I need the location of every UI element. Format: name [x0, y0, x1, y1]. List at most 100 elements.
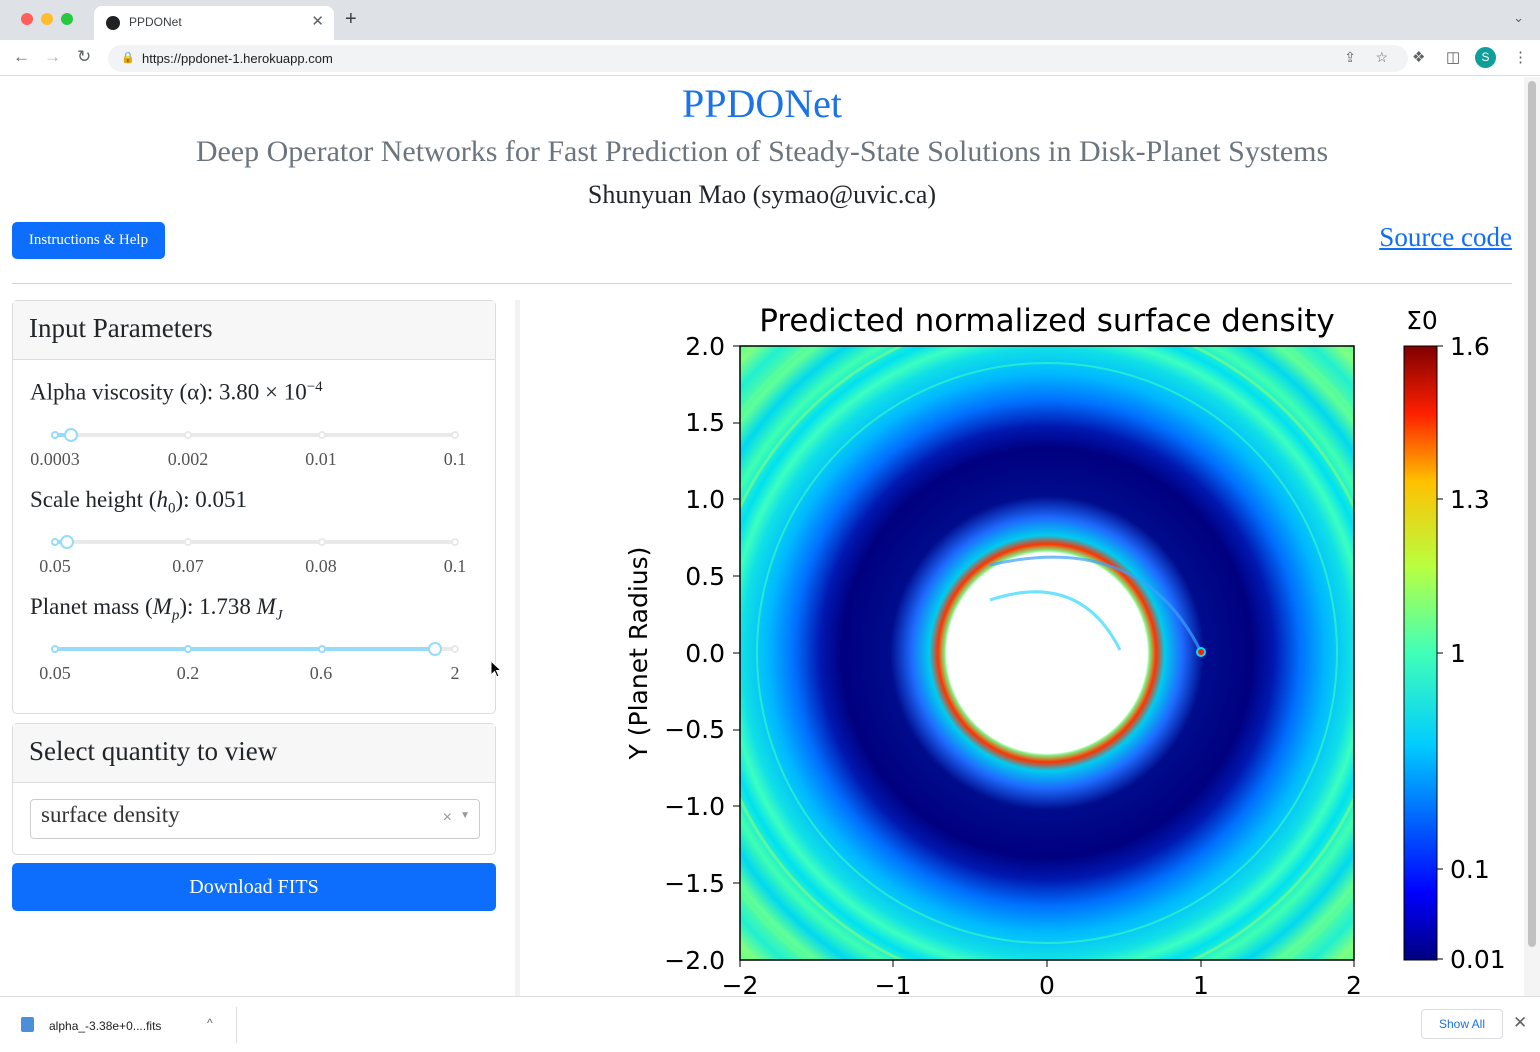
scale-height-label: Scale height (h0): 0.051: [30, 487, 247, 518]
scale-height-slider-mark[interactable]: [184, 538, 193, 546]
colorbar: [1403, 345, 1438, 961]
y-tick-label: 1.0: [685, 485, 725, 514]
clear-icon[interactable]: ×: [442, 809, 452, 826]
planet-mass-tick: 0.2: [176, 663, 200, 683]
scale-height-subscript: 0: [167, 500, 176, 517]
scale-height-slider-mark[interactable]: [317, 538, 326, 546]
alpha-slider[interactable]: [51, 428, 459, 442]
profile-avatar[interactable]: S: [1475, 47, 1496, 68]
show-all-button[interactable]: Show All: [1421, 1009, 1503, 1039]
alpha-slider-mark[interactable]: [451, 431, 459, 439]
planet-mass-slider-mark[interactable]: [51, 645, 59, 653]
planet-mass-slider[interactable]: [51, 642, 459, 656]
share-icon[interactable]: ⇪: [1344, 49, 1356, 65]
x-tick-label: 2: [1346, 971, 1362, 996]
alpha-slider-mark[interactable]: [317, 431, 326, 439]
sidebar-icon[interactable]: ◫: [1446, 49, 1461, 66]
page-scrollbar[interactable]: [1524, 77, 1540, 996]
scale-height-symbol: h: [156, 487, 168, 512]
planet-mass-slider-fill: [55, 647, 435, 651]
reload-icon[interactable]: ↻: [77, 47, 92, 66]
colorbar-tick-label: 1: [1450, 639, 1466, 668]
file-icon: [21, 1017, 34, 1032]
tab-search-icon[interactable]: ⌄: [1513, 10, 1524, 25]
y-tick-label: 0.0: [685, 639, 725, 668]
kebab-menu-icon[interactable]: ⋮: [1513, 49, 1528, 66]
planet-mass-label: Planet mass (Mp): 1.738 MJ: [30, 594, 282, 625]
chevron-up-icon[interactable]: ^: [207, 1016, 213, 1030]
quantity-dropdown-value[interactable]: surface density: [41, 802, 180, 827]
planet-mass-label-prefix: Planet mass (: [30, 594, 153, 619]
scale-height-label-prefix: Scale height (: [30, 487, 157, 512]
planet-mass-tick: 0.05: [39, 663, 71, 683]
browser-toolbar: ← → ↻ 🔒 https://ppdonet-1.herokuapp.com …: [0, 40, 1540, 76]
planet-mass-symbol: M: [152, 594, 172, 619]
source-code-link[interactable]: Source code: [1379, 222, 1512, 252]
new-tab-button[interactable]: +: [345, 8, 357, 30]
alpha-slider-mark[interactable]: [184, 431, 193, 439]
y-axis-label: Y (Planet Radius): [624, 547, 653, 761]
alpha-slider-mark[interactable]: [51, 431, 59, 439]
planet-mass-unit: M: [256, 594, 276, 619]
density-ring: [756, 362, 1338, 944]
density-plot: Predicted normalized surface density −: [624, 303, 1506, 996]
alpha-label: Alpha viscosity (α): 3.80 × 10−4: [30, 379, 323, 406]
lock-icon[interactable]: 🔒: [121, 52, 135, 64]
chevron-down-icon[interactable]: ▼: [460, 810, 470, 821]
planet-mass-slider-mark[interactable]: [184, 645, 193, 653]
scale-height-slider[interactable]: [51, 535, 459, 549]
browser-tab[interactable]: PPDONet ✕: [94, 6, 334, 40]
planet-mass-slider-handle[interactable]: [428, 642, 442, 656]
y-tick-label: −1.5: [664, 869, 725, 898]
scrollbar-thumb[interactable]: [1528, 81, 1536, 947]
star-icon[interactable]: ☆: [1375, 49, 1388, 65]
planet-mass-value: ): 1.738: [179, 594, 257, 619]
scale-height-slider-mark[interactable]: [451, 538, 459, 546]
disk-heatmap: [740, 346, 1354, 960]
mouse-cursor-icon: [490, 660, 503, 678]
back-arrow-icon[interactable]: ←: [13, 47, 30, 66]
scale-height-slider-mark[interactable]: [51, 538, 59, 546]
y-tick-label: 2.0: [685, 332, 725, 361]
shelf-divider: [236, 1007, 237, 1043]
address-bar[interactable]: 🔒 https://ppdonet-1.herokuapp.com ⇪ ☆: [108, 45, 1408, 72]
colorbar-tick-label: 0.01: [1450, 945, 1506, 974]
heatmap-area: [740, 346, 1354, 960]
forward-arrow-icon[interactable]: →: [44, 47, 61, 66]
y-tick-label: −2.0: [664, 946, 725, 975]
minimize-window-button[interactable]: [41, 13, 53, 25]
alpha-slider-handle[interactable]: [64, 428, 78, 442]
x-tick-label: −2: [722, 971, 759, 996]
scale-height-tick: 0.07: [172, 556, 204, 576]
url-text[interactable]: https://ppdonet-1.herokuapp.com: [142, 51, 333, 66]
puzzle-icon[interactable]: ❖: [1412, 49, 1426, 66]
planet-mass-slider-mark[interactable]: [451, 645, 459, 653]
scale-height-tick: 0.05: [39, 556, 71, 576]
page-title: PPDONet: [681, 81, 843, 126]
quantity-dropdown[interactable]: surface density × ▼: [30, 799, 480, 839]
colorbar-label: Σ0: [1406, 306, 1438, 335]
input-parameters-card: Input Parameters Alpha viscosity (α): 3.…: [12, 300, 496, 714]
colorbar-tick-label: 0.1: [1450, 855, 1490, 884]
spiral-arm: [989, 590, 1122, 651]
scale-height-value: ): 0.051: [175, 487, 248, 512]
close-icon[interactable]: ✕: [1513, 1013, 1528, 1032]
planet-mass-slider-mark[interactable]: [317, 645, 326, 653]
scale-height-slider-handle[interactable]: [60, 535, 74, 549]
maximize-window-button[interactable]: [61, 13, 73, 25]
scale-height-tick: 0.1: [443, 556, 467, 576]
alpha-tick: 0.0003: [30, 449, 80, 469]
download-shelf: alpha_-3.38e+0....fits ^ Show All ✕: [0, 996, 1540, 1052]
download-fits-button[interactable]: Download FITS: [12, 863, 496, 911]
tab-close-icon[interactable]: ✕: [311, 13, 324, 30]
planet-marker: [1196, 647, 1206, 657]
author-line: Shunyuan Mao (symao@uvic.ca): [587, 180, 937, 209]
downloaded-file-name[interactable]: alpha_-3.38e+0....fits: [49, 1019, 162, 1033]
y-tick-label: −0.5: [664, 715, 725, 744]
plot-title: Predicted normalized surface density: [759, 303, 1335, 339]
instructions-help-button[interactable]: Instructions & Help: [12, 222, 165, 259]
alpha-tick: 0.1: [443, 449, 467, 469]
alpha-slider-fill: [55, 433, 71, 437]
close-window-button[interactable]: [21, 13, 33, 25]
x-tick-label: 0: [1039, 971, 1055, 996]
